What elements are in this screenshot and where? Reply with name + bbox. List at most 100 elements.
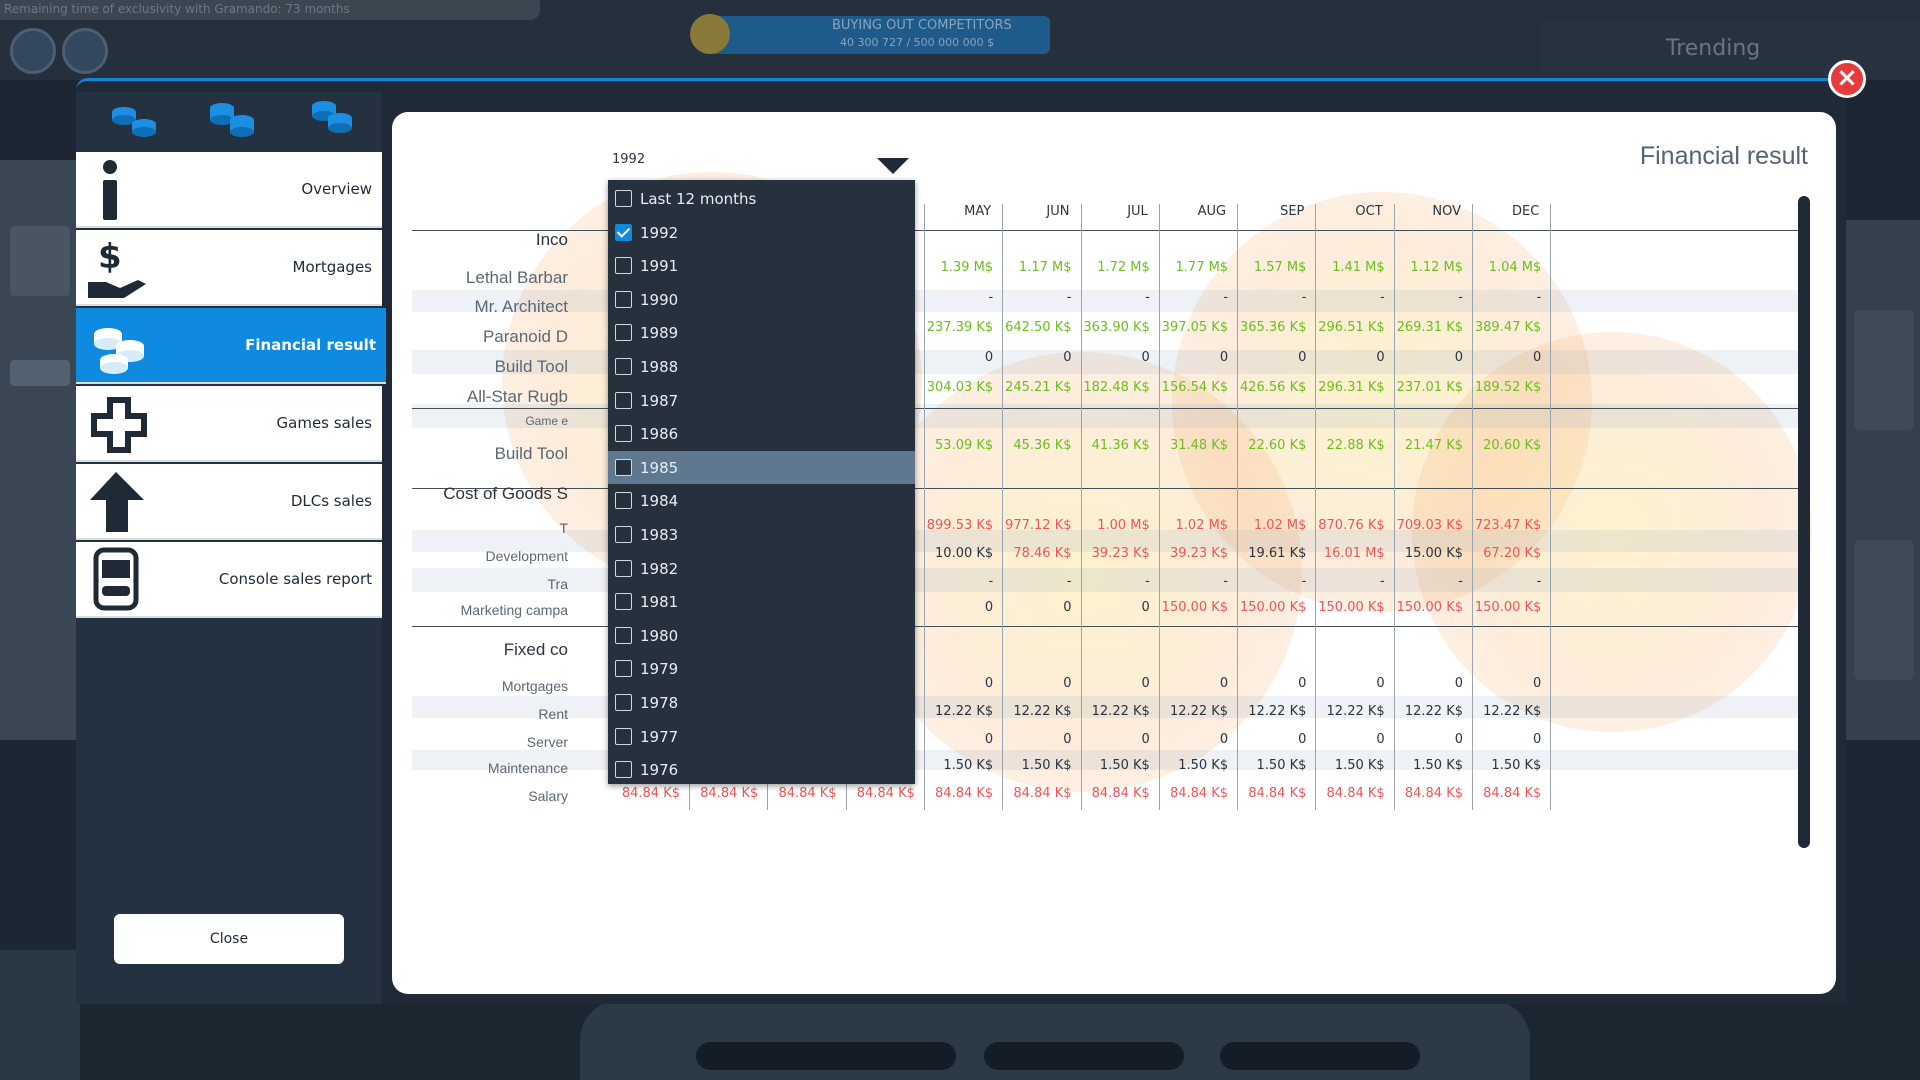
row-label-architect: Mr. Architect	[474, 297, 568, 316]
checkbox-icon[interactable]	[615, 660, 632, 678]
table-cell: 84.84 K$	[1248, 786, 1307, 801]
table-cell: 870.76 K$	[1318, 518, 1385, 533]
dropdown-option[interactable]: 1989	[608, 316, 915, 350]
exclusivity-bar: Remaining time of exclusivity with Grama…	[0, 0, 540, 20]
column-divider	[1080, 204, 1082, 810]
console-icon	[93, 547, 139, 611]
table-cell: 150.00 K$	[1239, 600, 1307, 615]
checkbox-icon[interactable]	[615, 458, 632, 476]
column-divider	[1158, 204, 1160, 810]
checkbox-icon[interactable]	[615, 290, 632, 308]
dropdown-option[interactable]: 1976	[608, 753, 915, 787]
table-cell: 21.47 K$	[1404, 438, 1463, 453]
checkbox-icon[interactable]	[615, 727, 632, 745]
table-cell: -	[1536, 574, 1542, 589]
table-cell: 0	[1141, 350, 1150, 365]
checkbox-checked-icon[interactable]	[615, 223, 632, 241]
table-cell: 84.84 K$	[778, 786, 837, 801]
dropdown-option[interactable]: Last 12 months	[608, 182, 915, 216]
checkbox-icon[interactable]	[615, 391, 632, 409]
nav-overview[interactable]: Overview	[76, 152, 382, 228]
table-cell: 20.60 K$	[1483, 438, 1542, 453]
table-cell: 12.22 K$	[1169, 704, 1229, 719]
dropdown-option[interactable]: 1987	[608, 384, 915, 418]
table-cell: 156.54 K$	[1161, 380, 1229, 395]
table-cell: 1.12 M$	[1410, 260, 1463, 275]
table-cell: 22.60 K$	[1248, 438, 1307, 453]
dropdown-option[interactable]: 1980	[608, 619, 915, 653]
checkbox-icon[interactable]	[615, 626, 632, 644]
fans-readout	[1220, 1042, 1420, 1070]
table-cell: 426.56 K$	[1239, 380, 1307, 395]
section-divider	[412, 626, 1804, 627]
table-cell: 1.50 K$	[943, 758, 994, 773]
table-cell: 397.05 K$	[1161, 320, 1229, 335]
checkbox-icon[interactable]	[615, 190, 632, 207]
dropdown-option[interactable]: 1984	[608, 484, 915, 518]
table-cell: 84.84 K$	[621, 786, 680, 801]
table-cell: 237.39 K$	[926, 320, 994, 335]
dropdown-option[interactable]: 1992	[608, 216, 915, 250]
background-round-button	[62, 28, 108, 74]
table-scrollbar[interactable]	[1798, 196, 1810, 848]
dropdown-option[interactable]: 1986	[608, 417, 915, 451]
dropdown-option[interactable]: 1985	[608, 450, 915, 485]
checkbox-icon[interactable]	[615, 694, 632, 711]
table-cell: 41.36 K$	[1091, 438, 1150, 453]
table-cell: 12.22 K$	[1091, 704, 1150, 719]
table-cell: 22.88 K$	[1326, 438, 1385, 453]
table-cell: 1.50 K$	[1099, 758, 1150, 773]
dropdown-option[interactable]: 1982	[608, 552, 915, 586]
nav-dlcs-sales[interactable]: DLCs sales	[76, 464, 382, 540]
dropdown-option[interactable]: 1981	[608, 585, 915, 619]
nav-games-sales[interactable]: Games sales	[76, 386, 382, 462]
checkbox-icon[interactable]	[615, 324, 632, 342]
year-select-arrow-icon[interactable]	[877, 158, 909, 174]
dropdown-option[interactable]: 1979	[608, 652, 915, 686]
close-modal-icon[interactable]: ×	[1828, 60, 1866, 98]
section-divider	[412, 230, 1804, 231]
dropdown-option-label: 1990	[640, 290, 679, 309]
table-cell: 0	[1533, 350, 1542, 365]
checkbox-icon[interactable]	[615, 761, 632, 779]
column-divider	[1550, 204, 1552, 810]
dropdown-option-label: 1982	[640, 559, 679, 578]
nav-console-sales-report[interactable]: Console sales report	[76, 542, 382, 618]
nav-financial-result[interactable]: Financial result	[76, 308, 386, 384]
dropdown-option[interactable]: 1977	[608, 720, 915, 754]
row-label-income: Inco	[535, 230, 568, 249]
info-icon	[103, 160, 117, 220]
table-cell: -	[1145, 574, 1150, 589]
table-cell: 723.47 K$	[1474, 518, 1542, 533]
table-cell: 1.72 M$	[1097, 260, 1150, 275]
checkbox-icon[interactable]	[615, 492, 632, 510]
dropdown-option[interactable]: 1983	[608, 518, 915, 552]
close-button[interactable]: Close	[114, 914, 344, 964]
table-cell: 39.23 K$	[1091, 546, 1150, 561]
checkbox-icon[interactable]	[615, 257, 632, 275]
checkbox-icon[interactable]	[615, 559, 632, 577]
year-dropdown: Last 12 months 1992 1991 1990 1989 1988 1987 19…	[608, 180, 915, 784]
table-cell: 150.00 K$	[1396, 600, 1463, 615]
table-cell: 1.50 K$	[1334, 758, 1385, 773]
dropdown-option[interactable]: 1991	[608, 249, 915, 283]
checkbox-icon[interactable]	[615, 526, 632, 543]
buyout-banner	[700, 16, 1050, 54]
nav-mortgages[interactable]: $ Mortgages	[76, 230, 382, 306]
dropdown-option[interactable]: 1978	[608, 686, 915, 720]
table-cell: 78.46 K$	[1013, 546, 1072, 561]
table-cell: 0	[1063, 732, 1072, 747]
checkbox-icon[interactable]	[615, 593, 632, 611]
month-header: DEC	[1511, 204, 1540, 219]
dropdown-option[interactable]: 1988	[608, 350, 915, 384]
table-cell: 67.20 K$	[1483, 546, 1542, 561]
checkbox-icon[interactable]	[615, 425, 632, 443]
table-cell: 0	[1141, 600, 1150, 615]
table-cell: 0	[1219, 732, 1229, 747]
table-cell: 0	[1298, 676, 1307, 691]
checkbox-icon[interactable]	[615, 358, 632, 375]
dropdown-option[interactable]: 1990	[608, 283, 915, 317]
background-left-panel	[0, 160, 76, 740]
year-select-value[interactable]: 1992	[612, 152, 646, 167]
table-cell: 12.22 K$	[1404, 704, 1463, 719]
